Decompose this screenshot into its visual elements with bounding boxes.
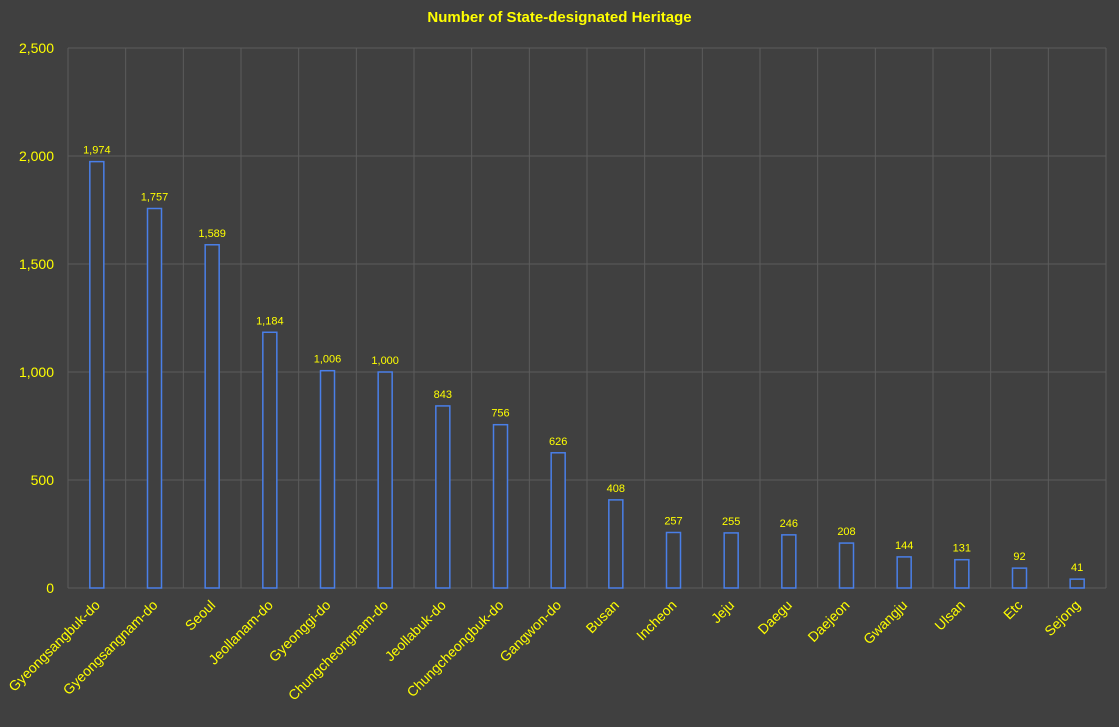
data-label: 1,184 — [256, 315, 284, 327]
y-tick-label: 2,500 — [19, 40, 54, 56]
x-tick-label: Sejong — [1041, 597, 1083, 639]
data-label: 408 — [607, 483, 625, 495]
x-tick-label: Gangwon-do — [496, 597, 564, 665]
data-label: 92 — [1013, 551, 1025, 563]
bar — [492, 423, 509, 589]
bar — [319, 369, 336, 589]
bar — [377, 371, 393, 589]
data-label: 144 — [895, 540, 913, 552]
x-tick-label: Ulsan — [931, 597, 968, 634]
bar — [204, 244, 220, 589]
data-label: 843 — [434, 389, 452, 401]
bar — [435, 405, 451, 589]
x-tick-label: Chungcheongnam-do — [285, 597, 392, 704]
bar — [1069, 578, 1085, 589]
data-label: 131 — [953, 543, 971, 555]
y-tick-label: 1,500 — [19, 256, 54, 272]
y-tick-label: 500 — [31, 472, 55, 488]
y-tick-label: 2,000 — [19, 148, 54, 164]
bar — [954, 558, 970, 589]
chart-title: Number of State-designated Heritage — [427, 9, 692, 26]
data-label: 257 — [664, 515, 682, 527]
y-tick-label: 0 — [46, 580, 54, 596]
bar — [781, 534, 797, 589]
x-tick-label: Daejeon — [804, 597, 852, 645]
bar — [665, 531, 682, 589]
data-label: 208 — [837, 526, 855, 538]
bar — [896, 556, 912, 589]
bar — [146, 207, 163, 589]
data-label: 41 — [1071, 562, 1083, 574]
x-tick-label: Jeju — [708, 597, 737, 626]
x-tick-label: Gwangju — [860, 597, 910, 647]
bar — [262, 331, 278, 589]
data-label: 255 — [722, 516, 740, 528]
bar — [89, 160, 105, 589]
data-label: 1,000 — [371, 355, 399, 367]
x-tick-label: Seoul — [182, 597, 219, 634]
bar — [550, 452, 566, 589]
data-label: 1,757 — [141, 191, 169, 203]
data-label: 1,589 — [198, 228, 226, 240]
x-tick-label: Daegu — [754, 597, 794, 637]
bar — [838, 542, 855, 589]
data-label: 626 — [549, 436, 567, 448]
data-label: 756 — [491, 408, 509, 420]
bar — [1011, 567, 1028, 589]
data-label: 1,006 — [314, 354, 342, 366]
x-tick-label: Incheon — [633, 597, 680, 644]
bar — [723, 532, 739, 589]
x-tick-label: Etc — [1000, 597, 1026, 623]
y-tick-label: 1,000 — [19, 364, 54, 380]
bar — [608, 499, 624, 589]
data-label: 246 — [780, 518, 798, 530]
data-label: 1,974 — [83, 145, 111, 157]
x-tick-label: Gyeongsangnam-do — [60, 597, 161, 698]
x-tick-label: Busan — [583, 597, 622, 636]
x-tick-label: Chungcheongbuk-do — [403, 597, 506, 700]
